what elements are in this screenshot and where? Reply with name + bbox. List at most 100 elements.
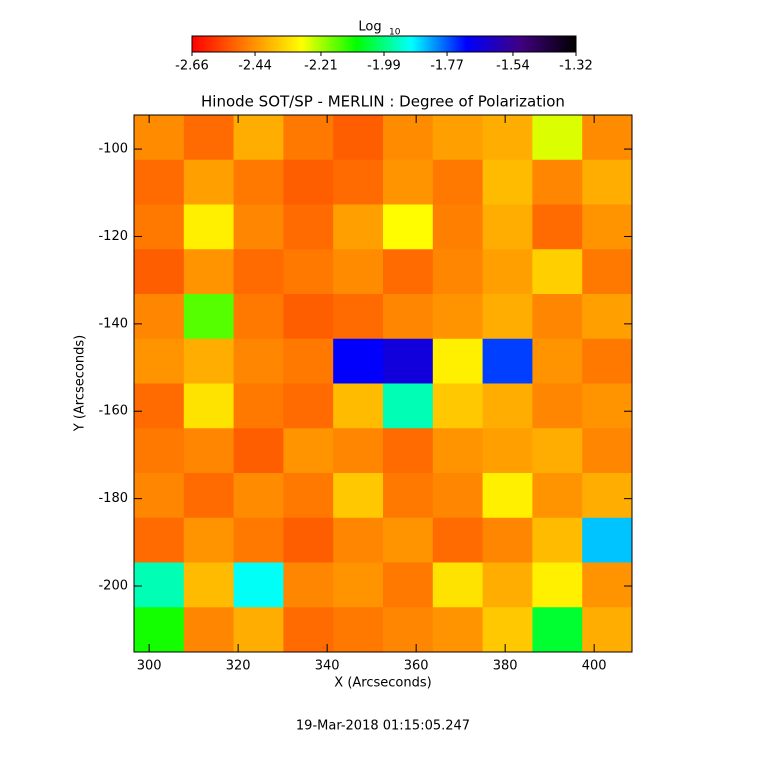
heatmap-cell <box>283 204 334 250</box>
heatmap-cell <box>532 383 583 429</box>
heatmap-cell <box>532 294 583 340</box>
x-tick-label: 340 <box>315 659 340 674</box>
heatmap-cell <box>432 204 484 250</box>
heatmap-cell <box>432 428 484 474</box>
heatmap-cell <box>532 428 583 474</box>
footer-date: 19-Mar-2018 01:15:05.247 <box>296 719 470 734</box>
heatmap-cell <box>283 473 334 519</box>
colorbar-tick-label: -1.77 <box>430 59 464 74</box>
heatmap-cell <box>582 383 633 429</box>
y-tick-label: -200 <box>98 579 128 594</box>
colorbar-tick-label: -2.66 <box>175 59 209 74</box>
heatmap-cell <box>482 517 533 563</box>
heatmap-cell <box>233 562 284 608</box>
colorbar-label: Log <box>358 20 381 35</box>
heatmap-cell <box>233 428 284 474</box>
heatmap-cell <box>134 383 185 429</box>
heatmap-cell <box>283 159 334 205</box>
heatmap-cell <box>383 473 434 519</box>
heatmap-cell <box>582 204 633 250</box>
heatmap-cell <box>383 383 434 429</box>
heatmap-cell <box>233 204 284 250</box>
x-axis-label: X (Arcseconds) <box>334 676 431 691</box>
y-tick-label: -160 <box>98 404 128 419</box>
heatmap-cell <box>233 249 284 295</box>
heatmap-cell <box>283 338 334 384</box>
heatmap-cell <box>183 428 235 474</box>
heatmap-cell <box>383 159 434 205</box>
heatmap-cell <box>482 383 533 429</box>
heatmap-cell <box>582 338 633 384</box>
heatmap-cell <box>383 204 434 250</box>
y-tick-label: -140 <box>98 316 128 331</box>
heatmap-cell <box>532 115 583 161</box>
x-tick-label: 380 <box>493 659 518 674</box>
x-tick-label: 300 <box>137 659 162 674</box>
heatmap-cell <box>582 517 633 563</box>
heatmap-cell <box>134 517 185 563</box>
heatmap-cell <box>333 249 384 295</box>
heatmap-cell <box>333 204 384 250</box>
chart-title: Hinode SOT/SP - MERLIN : Degree of Polar… <box>201 93 565 111</box>
heatmap-cell <box>233 607 284 653</box>
heatmap-cell <box>482 204 533 250</box>
heatmap-cell <box>233 517 284 563</box>
heatmap-cell <box>183 517 235 563</box>
heatmap-cell <box>333 159 384 205</box>
heatmap-cell <box>482 294 533 340</box>
heatmap-cell <box>283 294 334 340</box>
colorbar-tick-label: -2.21 <box>304 59 338 74</box>
heatmap-cell <box>582 249 633 295</box>
heatmap-cell <box>333 294 384 340</box>
heatmap-cell <box>432 383 484 429</box>
heatmap-cell <box>383 517 434 563</box>
heatmap-cell <box>532 249 583 295</box>
heatmap-cell <box>482 473 533 519</box>
heatmap-cell <box>183 115 235 161</box>
colorbar-tick-label: -2.44 <box>238 59 272 74</box>
heatmap-cell <box>482 428 533 474</box>
heatmap-cell <box>432 473 484 519</box>
colorbar-label-subscript: 10 <box>389 28 401 38</box>
heatmap-cell <box>183 607 235 653</box>
heatmap-cell <box>532 607 583 653</box>
heatmap-cell <box>233 473 284 519</box>
x-tick-label: 320 <box>226 659 251 674</box>
heatmap-cell <box>432 249 484 295</box>
x-tick-label: 360 <box>404 659 429 674</box>
heatmap-cell <box>432 607 484 653</box>
heatmap-cell <box>582 562 633 608</box>
heatmap-cell <box>283 249 334 295</box>
heatmap-cell <box>333 428 384 474</box>
heatmap-cell <box>383 338 434 384</box>
heatmap-cell <box>134 428 185 474</box>
heatmap-cell <box>482 249 533 295</box>
colorbar-tick-label: -1.32 <box>559 59 593 74</box>
y-tick-label: -180 <box>98 491 128 506</box>
heatmap-cell <box>432 338 484 384</box>
heatmap-cell <box>333 562 384 608</box>
colorbar <box>191 35 577 53</box>
heatmap-cell <box>283 428 334 474</box>
heatmap-cell <box>233 159 284 205</box>
heatmap-cell <box>183 338 235 384</box>
heatmap-cell <box>432 294 484 340</box>
heatmap-cell <box>532 473 583 519</box>
heatmap-cell <box>482 562 533 608</box>
heatmap-cell <box>582 607 633 653</box>
heatmap-cell <box>482 338 533 384</box>
heatmap-cell <box>482 607 533 653</box>
heatmap-cell <box>134 607 185 653</box>
heatmap-cell <box>333 338 384 384</box>
heatmap-cell <box>134 338 185 384</box>
heatmap-cell <box>383 607 434 653</box>
heatmap-cell <box>233 115 284 161</box>
heatmap-cell <box>233 338 284 384</box>
heatmap-cell <box>582 115 633 161</box>
heatmap-cell <box>383 428 434 474</box>
heatmap-cell <box>532 338 583 384</box>
heatmap-cell <box>532 517 583 563</box>
y-axis-label: Y (Arcseconds) <box>73 335 88 432</box>
heatmap-cell <box>134 204 185 250</box>
